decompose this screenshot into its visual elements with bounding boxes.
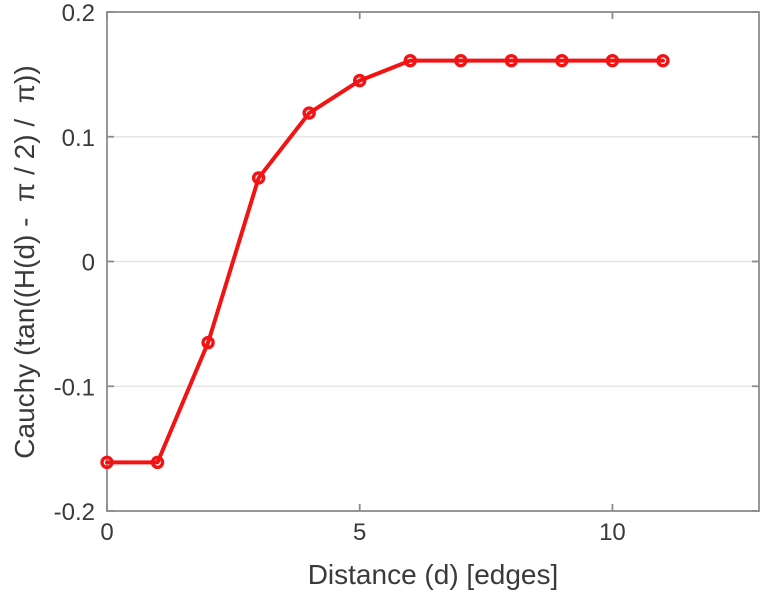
- y-axis-label: Cauchy (tan((H(d) - π / 2) / π)): [9, 65, 40, 459]
- x-tick-label: 5: [353, 519, 366, 546]
- data-point-marker: [251, 171, 266, 185]
- y-tick-label: -0.1: [54, 374, 95, 401]
- data-point-marker: [302, 106, 316, 120]
- data-point-marker: [555, 53, 569, 68]
- y-tick-label: 0.2: [62, 0, 95, 27]
- data-point-marker: [150, 455, 165, 470]
- data-point-marker: [201, 335, 215, 350]
- y-tick-label: 0: [82, 250, 95, 277]
- data-point-marker: [403, 53, 417, 68]
- x-tick-label: 0: [100, 519, 113, 546]
- x-tick-label: 10: [599, 519, 626, 546]
- data-point-marker: [504, 53, 519, 68]
- series-line: [105, 58, 665, 465]
- data-point-marker: [353, 73, 367, 88]
- data-point-marker: [100, 455, 114, 470]
- y-tick-label: 0.1: [62, 125, 95, 152]
- data-point-marker: [656, 53, 670, 68]
- data-point-marker: [454, 53, 468, 68]
- x-axis-label: Distance (d) [edges]: [307, 559, 559, 590]
- y-tick-label: -0.2: [54, 499, 95, 526]
- data-point-marker: [605, 53, 620, 68]
